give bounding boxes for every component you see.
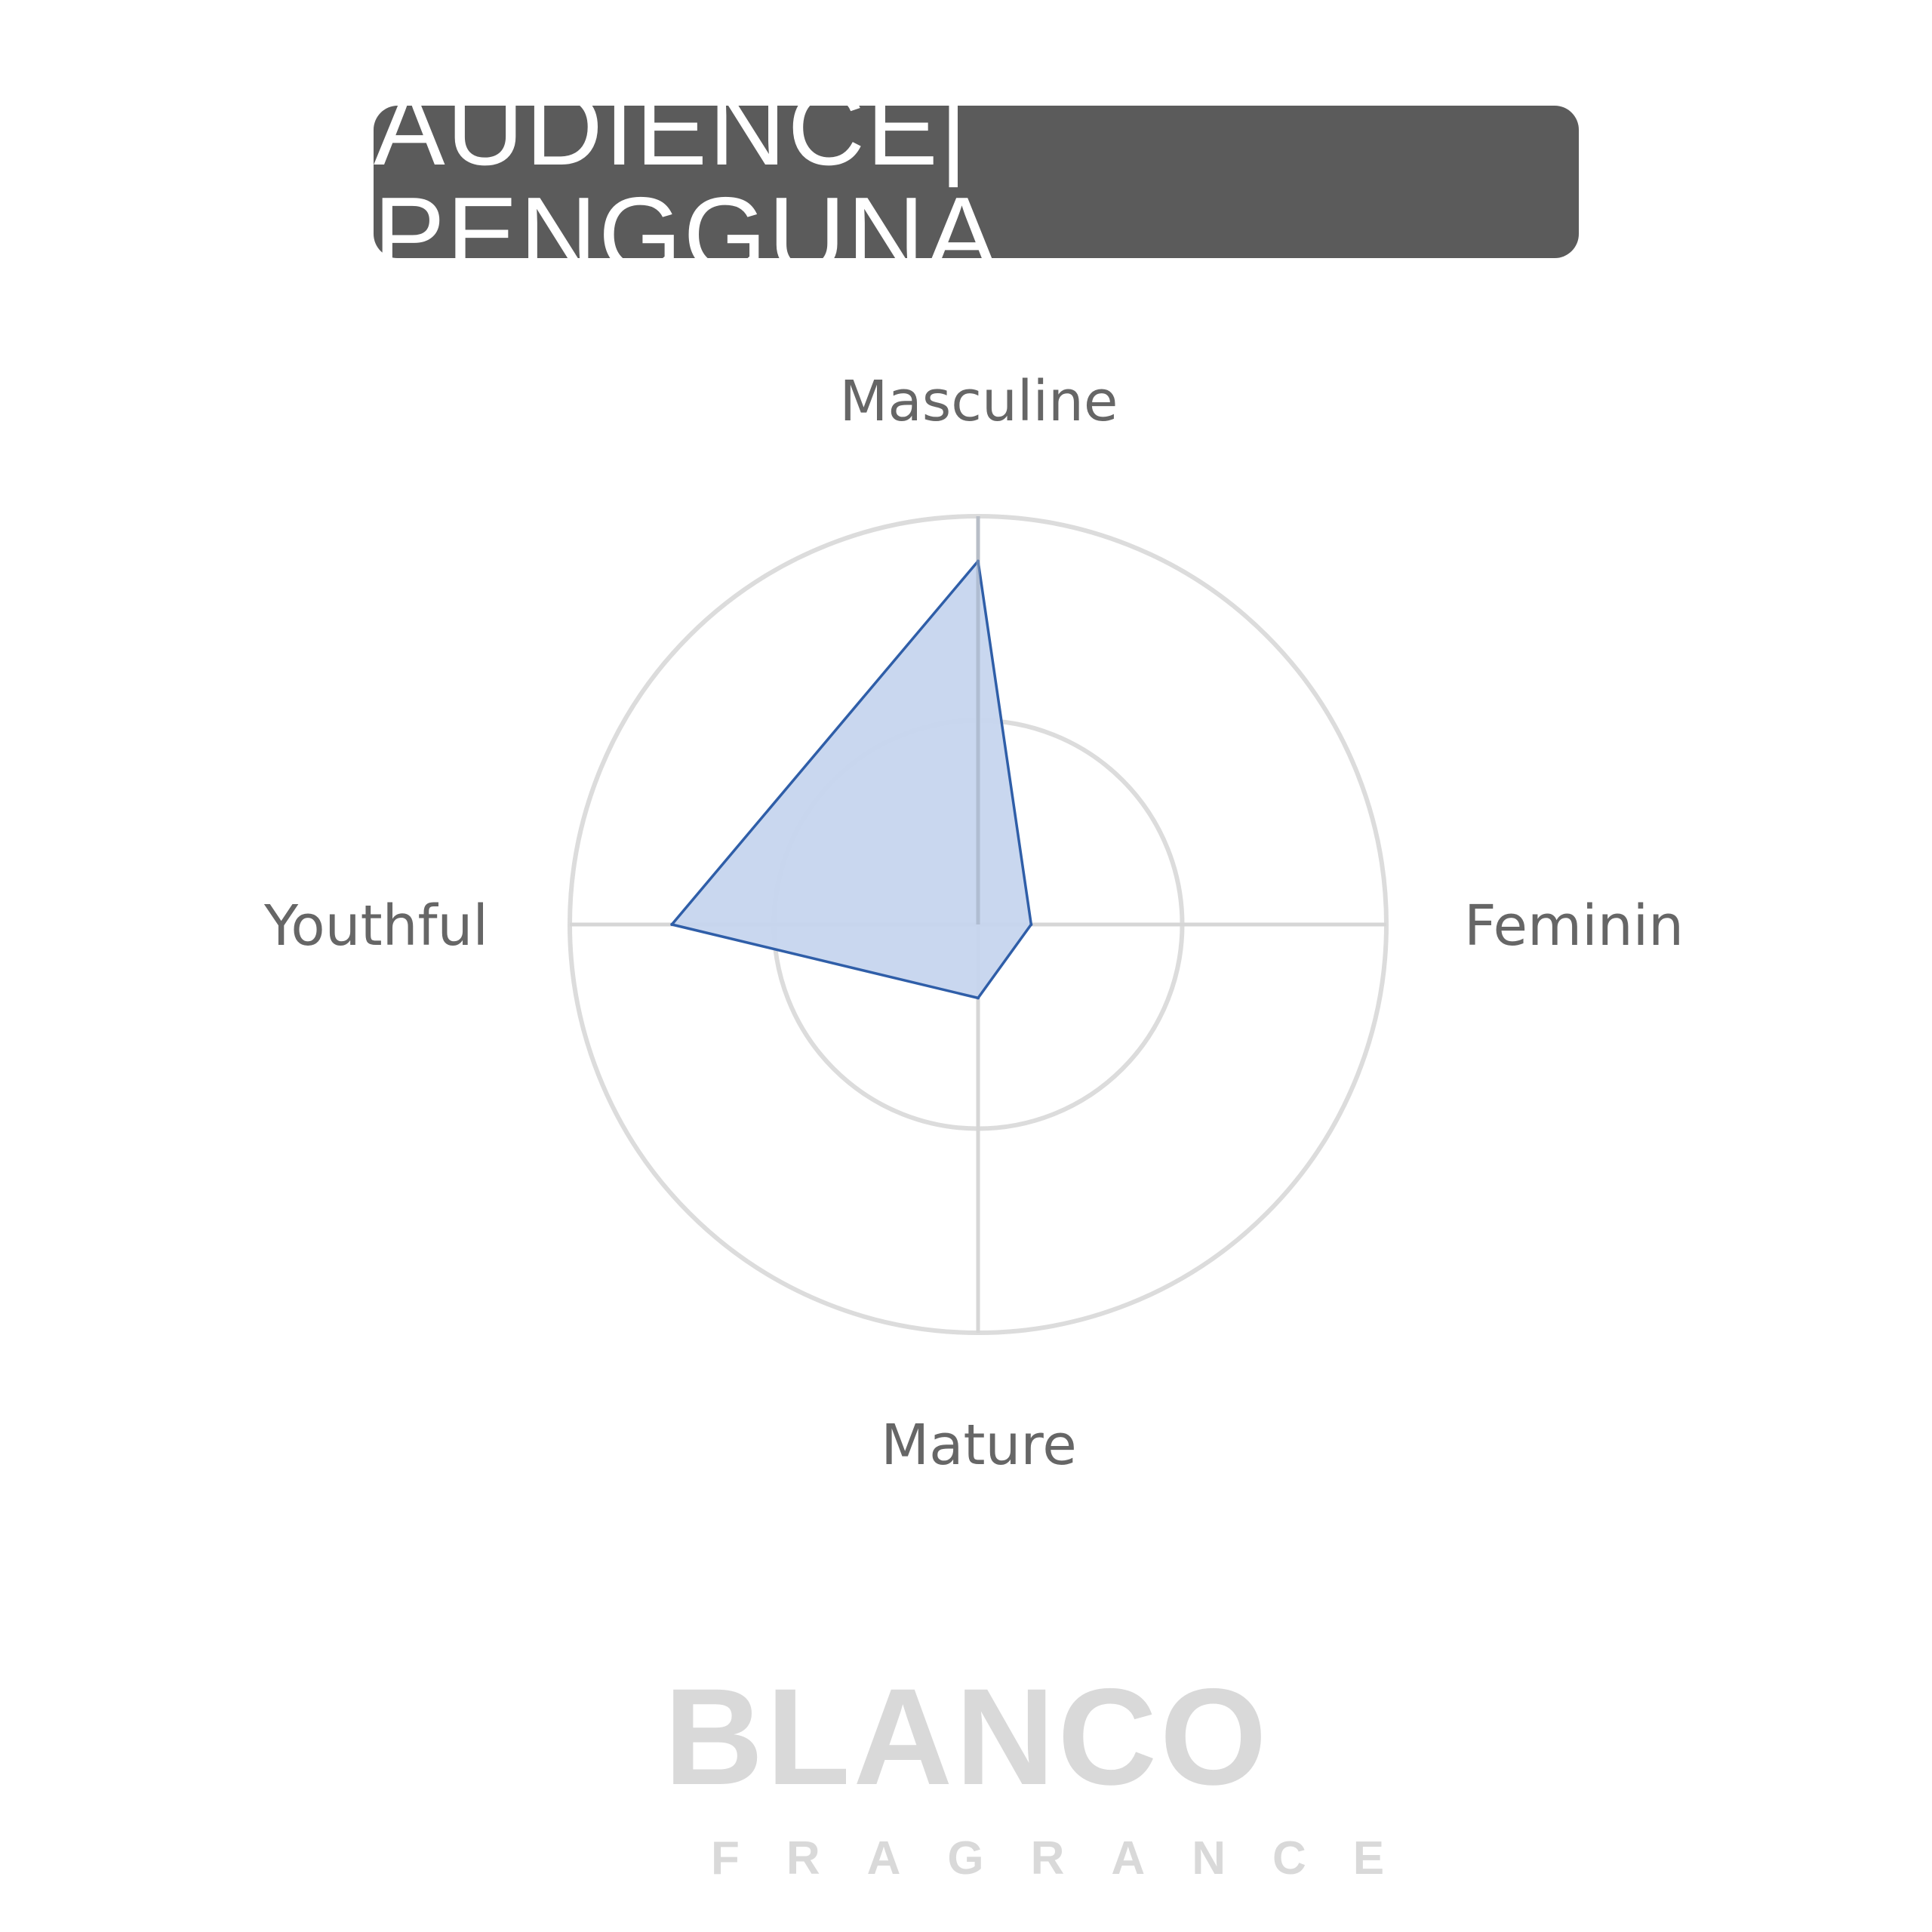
data-point-youthful (670, 923, 674, 926)
axis-label-youthful: Youthful (263, 894, 488, 958)
logo-brand: BLANCO (664, 1660, 1270, 1814)
logo-subtitle: FRAGRANCE (711, 1832, 1432, 1884)
data-point-mature (977, 996, 980, 1000)
data-point-feminine (1029, 923, 1033, 926)
chart-title: AUDIENCE| PENGGUNA (374, 68, 999, 295)
axis-label-masculine: Masculine (840, 369, 1118, 434)
title-banner: AUDIENCE| PENGGUNA (374, 75, 1579, 289)
axis-label-mature: Mature (881, 1413, 1076, 1478)
axis-label-feminine: Feminine (1464, 894, 1718, 958)
brand-logo: BLANCO FRAGRANCE (664, 1660, 1432, 1884)
